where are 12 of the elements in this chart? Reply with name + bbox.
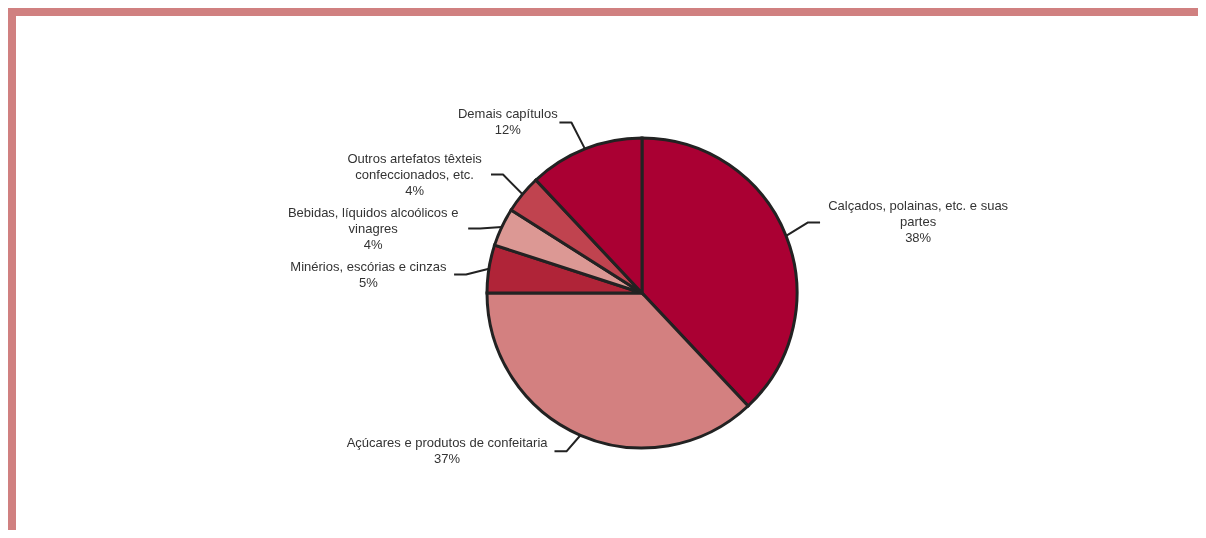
slice-label: Calçados, polainas, etc. e suas partes xyxy=(828,198,1009,230)
slice-label: Açúcares e produtos de confeitaria xyxy=(346,435,549,451)
data-label: 4% xyxy=(363,236,384,252)
data-label: 12% xyxy=(494,122,522,138)
data-label: 5% xyxy=(358,274,379,290)
slice-label: Minérios, escórias e cinzas xyxy=(290,258,447,274)
slice-label: Bebidas, líquidos alcoólicos e vinagres xyxy=(287,204,459,236)
data-label: 37% xyxy=(434,451,461,467)
slice-label: Demais capítulos xyxy=(457,106,559,122)
data-label: 38% xyxy=(905,230,932,246)
slice-label: Outros artefatos têxteis confeccionados, etc. xyxy=(347,150,483,182)
data-label: 4% xyxy=(405,182,425,198)
